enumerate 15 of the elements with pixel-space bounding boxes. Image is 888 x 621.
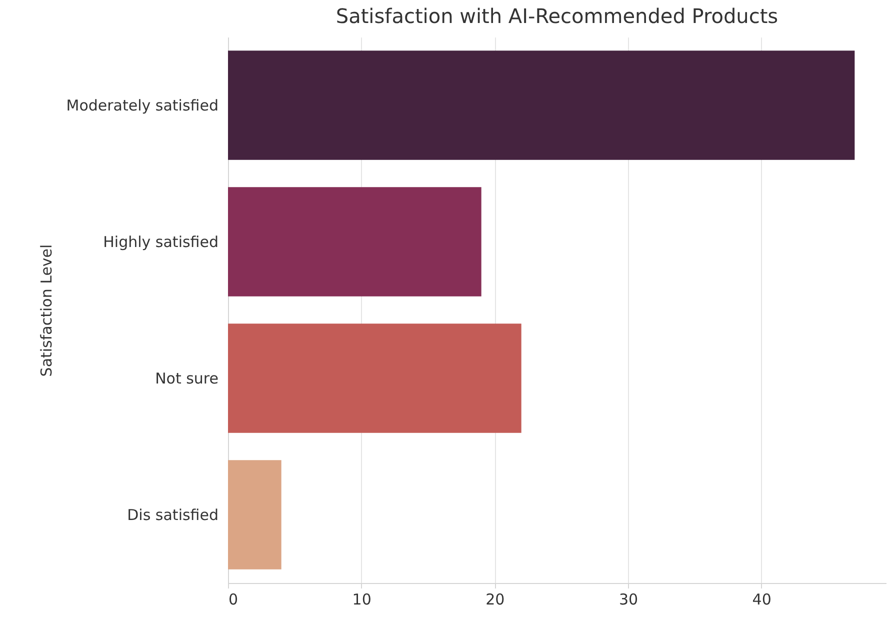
bar [228, 324, 522, 433]
bar [228, 460, 282, 570]
bar [228, 187, 482, 296]
y-tick-label: Moderately satisfied [66, 96, 218, 114]
x-tick-label: 10 [352, 590, 372, 608]
x-tick-label: 40 [752, 590, 772, 608]
y-tick-label: Highly satisfied [103, 232, 218, 251]
chart-title: Satisfaction with AI-Recommended Products [336, 4, 778, 28]
bar [228, 50, 855, 160]
x-tick-label: 20 [486, 590, 505, 608]
x-tick-label: 0 [228, 590, 238, 608]
y-tick-label: Not sure [155, 369, 218, 388]
y-tick-label: Dis satisfied [127, 506, 218, 524]
x-tick-label: 30 [618, 590, 638, 608]
y-axis-title: Satisfaction Level [37, 244, 56, 377]
